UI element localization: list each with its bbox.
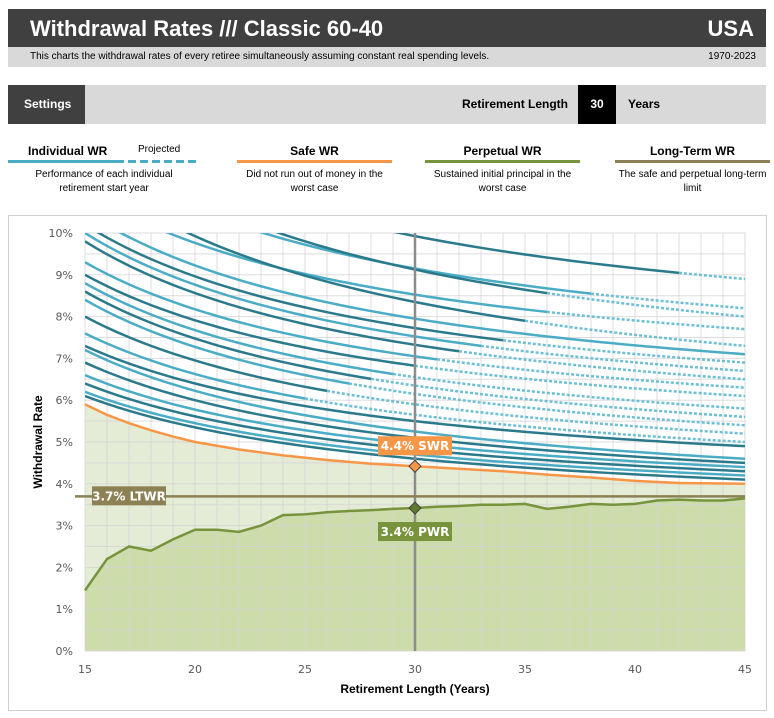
projected-wr-line [524,319,745,348]
individual-wr-line [85,332,306,400]
legend-title: Individual WR [28,144,108,158]
projected-wr-line [678,271,745,281]
x-tick-label: 25 [298,663,312,676]
title-bar: Withdrawal Rates /// Classic 60-40 USA [8,9,766,47]
legend-desc: The safe and perpetual long-term limit [618,169,767,194]
individual-wr-line [85,282,394,376]
x-tick-label: 20 [188,663,202,676]
description: This charts the withdrawal rates of ever… [30,51,490,62]
individual-wr-line [85,290,372,381]
individual-wr-line [165,233,548,314]
x-tick-label: 15 [78,663,92,676]
individual-wr-line [85,273,416,367]
x-tick-label: 40 [628,663,642,676]
subtitle-bar: This charts the withdrawal rates of ever… [8,47,766,67]
legend-projected-label: Projected [138,144,181,155]
y-tick-label: 6% [56,394,73,407]
y-tick-label: 8% [56,311,73,324]
legend-title: Safe WR [290,144,339,158]
y-tick-label: 9% [56,269,73,282]
projected-wr-line [414,364,745,398]
pwr-marker [408,501,422,515]
legend-desc: Performance of each individual retiremen… [35,169,173,194]
projected-wr-line [326,389,745,435]
swr-marker [408,459,422,473]
settings-button[interactable]: Settings [8,85,85,124]
projected-wr-line [546,310,745,331]
legend-desc: Did not run out of money in the worst ca… [246,169,383,194]
years-label: Years [628,97,661,111]
y-tick-label: 7% [56,352,73,365]
individual-wr-line [85,298,350,385]
x-tick-label: 45 [738,663,752,676]
legend-individual-wr: Individual WR Projected Performance of ea… [8,144,200,196]
projected-wr-line [480,344,745,373]
x-axis-title: Retirement Length (Years) [340,682,489,696]
legend-long-term-wr: Long-Term WR The safe and perpetual long… [615,144,770,196]
legend-line [237,160,392,163]
settings-bar: Settings Retirement Length 30 Years [8,85,766,124]
projected-wr-line [502,339,745,364]
legend-perpetual-wr: Perpetual WR Sustained initial principal… [425,144,580,196]
projected-wr-line [436,358,745,389]
legend-safe-wr: Safe WR Did not run out of money in the … [237,144,392,196]
pwr-label-bg [378,522,452,542]
chart-frame [8,215,767,711]
legend-title: Perpetual WR [463,144,542,158]
swr-label: 4.4% SWR [381,439,450,453]
x-tick-label: 30 [408,663,422,676]
projected-wr-line [590,292,745,310]
legend-line [425,160,580,163]
legend-line [8,160,200,163]
individual-wr-line [259,233,592,295]
y-tick-label: 3% [56,520,73,533]
individual-wr-line [85,240,460,353]
y-tick-label: 2% [56,561,73,574]
legend-desc: Sustained initial principal in the worst… [433,169,572,194]
individual-wr-line [85,261,438,361]
country-label: USA [707,16,754,41]
legend-line [615,160,770,163]
page-title: Withdrawal Rates /// Classic 60-40 [30,16,384,41]
individual-wr-line [96,233,504,342]
ltwr-label-bg [92,486,166,506]
projected-wr-line [304,397,745,444]
y-tick-label: 10% [49,227,73,240]
ltwr-label: 3.7% LTWR [92,489,166,503]
y-tick-label: 4% [56,478,73,491]
retirement-length-label: Retirement Length [462,97,569,111]
x-tick-label: 35 [518,663,532,676]
projected-wr-line [392,372,745,410]
pwr-label: 3.4% PWR [381,525,450,539]
individual-wr-line [393,233,680,275]
y-tick-label: 5% [56,436,73,449]
projected-wr-line [546,291,745,318]
legend-title: Long-Term WR [649,144,736,158]
retirement-length-input[interactable]: 30 [578,85,616,124]
individual-wr-line [85,315,328,393]
individual-wr-line [185,233,526,323]
y-tick-label: 1% [56,603,73,616]
swr-label-bg [378,436,452,456]
y-axis-title: Withdrawal Rate [31,395,45,489]
individual-wr-line [275,233,548,295]
y-tick-label: 0% [56,645,73,658]
safe-wr-line [84,403,746,486]
year-range: 1970-2023 [708,51,756,62]
